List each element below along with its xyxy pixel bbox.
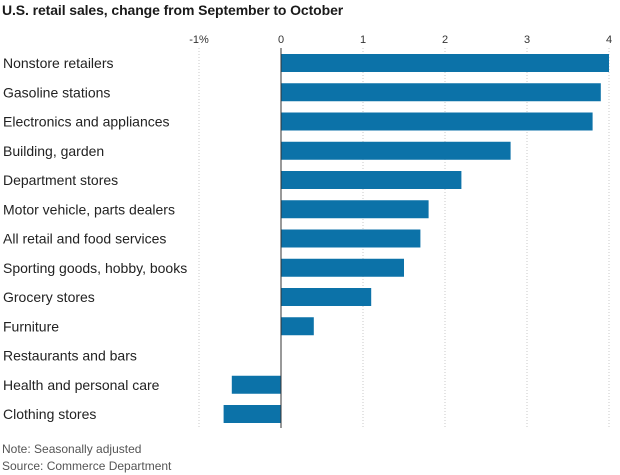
category-label: Department stores <box>3 172 118 188</box>
x-tick-label: -1% <box>189 34 209 46</box>
bar <box>231 375 281 394</box>
bar <box>281 171 462 189</box>
note-text: Note: Seasonally adjusted <box>2 442 142 456</box>
x-tick-label: 4 <box>606 34 612 46</box>
x-axis-ticks: -1% 0 1 2 3 4 <box>189 34 612 46</box>
category-label: Nonstore retailers <box>3 55 114 71</box>
bar <box>281 288 372 306</box>
x-tick-label: 2 <box>442 34 448 46</box>
category-label: Electronics and appliances <box>3 114 170 130</box>
category-label: Restaurants and bars <box>3 348 137 364</box>
bar <box>223 405 281 423</box>
x-tick-label: 0 <box>278 34 284 46</box>
bar <box>281 229 421 248</box>
category-label: Building, garden <box>3 143 104 159</box>
category-label: Clothing stores <box>3 406 96 422</box>
bar <box>281 112 593 131</box>
bar <box>281 141 511 160</box>
chart-title: U.S. retail sales, change from September… <box>2 2 344 18</box>
source-text: Source: Commerce Department <box>2 459 172 473</box>
category-label: Sporting goods, hobby, books <box>3 260 187 276</box>
bar <box>281 317 314 336</box>
x-tick-label: 3 <box>524 34 530 46</box>
bar <box>281 200 429 219</box>
category-label: Motor vehicle, parts dealers <box>3 201 175 217</box>
category-label: Gasoline stations <box>3 84 110 100</box>
category-label: All retail and food services <box>3 231 166 247</box>
bar <box>281 83 601 102</box>
bar <box>281 258 404 277</box>
bar <box>281 54 609 72</box>
category-label: Grocery stores <box>3 289 95 305</box>
category-labels: Nonstore retailers Gasoline stations Elect… <box>3 55 187 422</box>
x-tick-label: 1 <box>360 34 366 46</box>
category-label: Furniture <box>3 318 59 334</box>
bars <box>223 54 609 423</box>
category-label: Health and personal care <box>3 377 160 393</box>
